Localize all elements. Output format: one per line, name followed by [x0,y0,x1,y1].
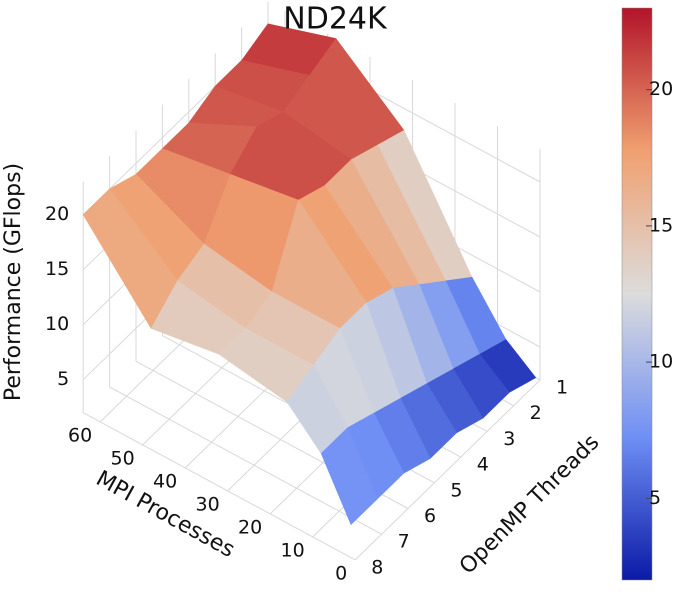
colorbar-tick-label: 5 [649,487,661,509]
z-tick-label: 15 [45,258,69,280]
x-tick-label: 60 [68,424,92,446]
surface-cell [320,427,378,526]
z-axis-title: Performance (GFlops) [1,163,26,401]
y-tick-label: 6 [424,505,436,527]
x-tick-label: 30 [196,493,220,515]
chart-title: ND24K [283,2,388,37]
y-tick-label: 4 [477,454,489,476]
colorbar [621,7,653,581]
grid-line [354,379,541,561]
y-tick-label: 1 [556,377,568,399]
y-tick-label: 7 [398,531,410,553]
grid-line [82,412,356,561]
x-tick-label: 40 [153,470,177,492]
y-tick-label: 2 [530,402,542,424]
z-tick-label: 20 [45,203,69,225]
y-tick-label: 3 [503,428,515,450]
y-axis-title: OpenMP Threads [455,430,604,579]
surface [82,23,537,526]
x-tick-label: 10 [281,539,305,561]
z-tick-label: 5 [57,368,69,390]
z-tick-label: 10 [45,313,69,335]
y-tick-label: 8 [371,556,383,578]
colorbar-tick-label: 10 [649,351,673,373]
y-tick-label: 5 [450,479,462,501]
x-tick-label: 50 [111,447,135,469]
colorbar-tick-label: 20 [649,78,673,100]
grid-line [109,386,382,535]
x-tick-label: 0 [335,562,347,584]
x-tick-label: 20 [238,516,262,538]
colorbar-tick-label: 15 [649,214,673,236]
